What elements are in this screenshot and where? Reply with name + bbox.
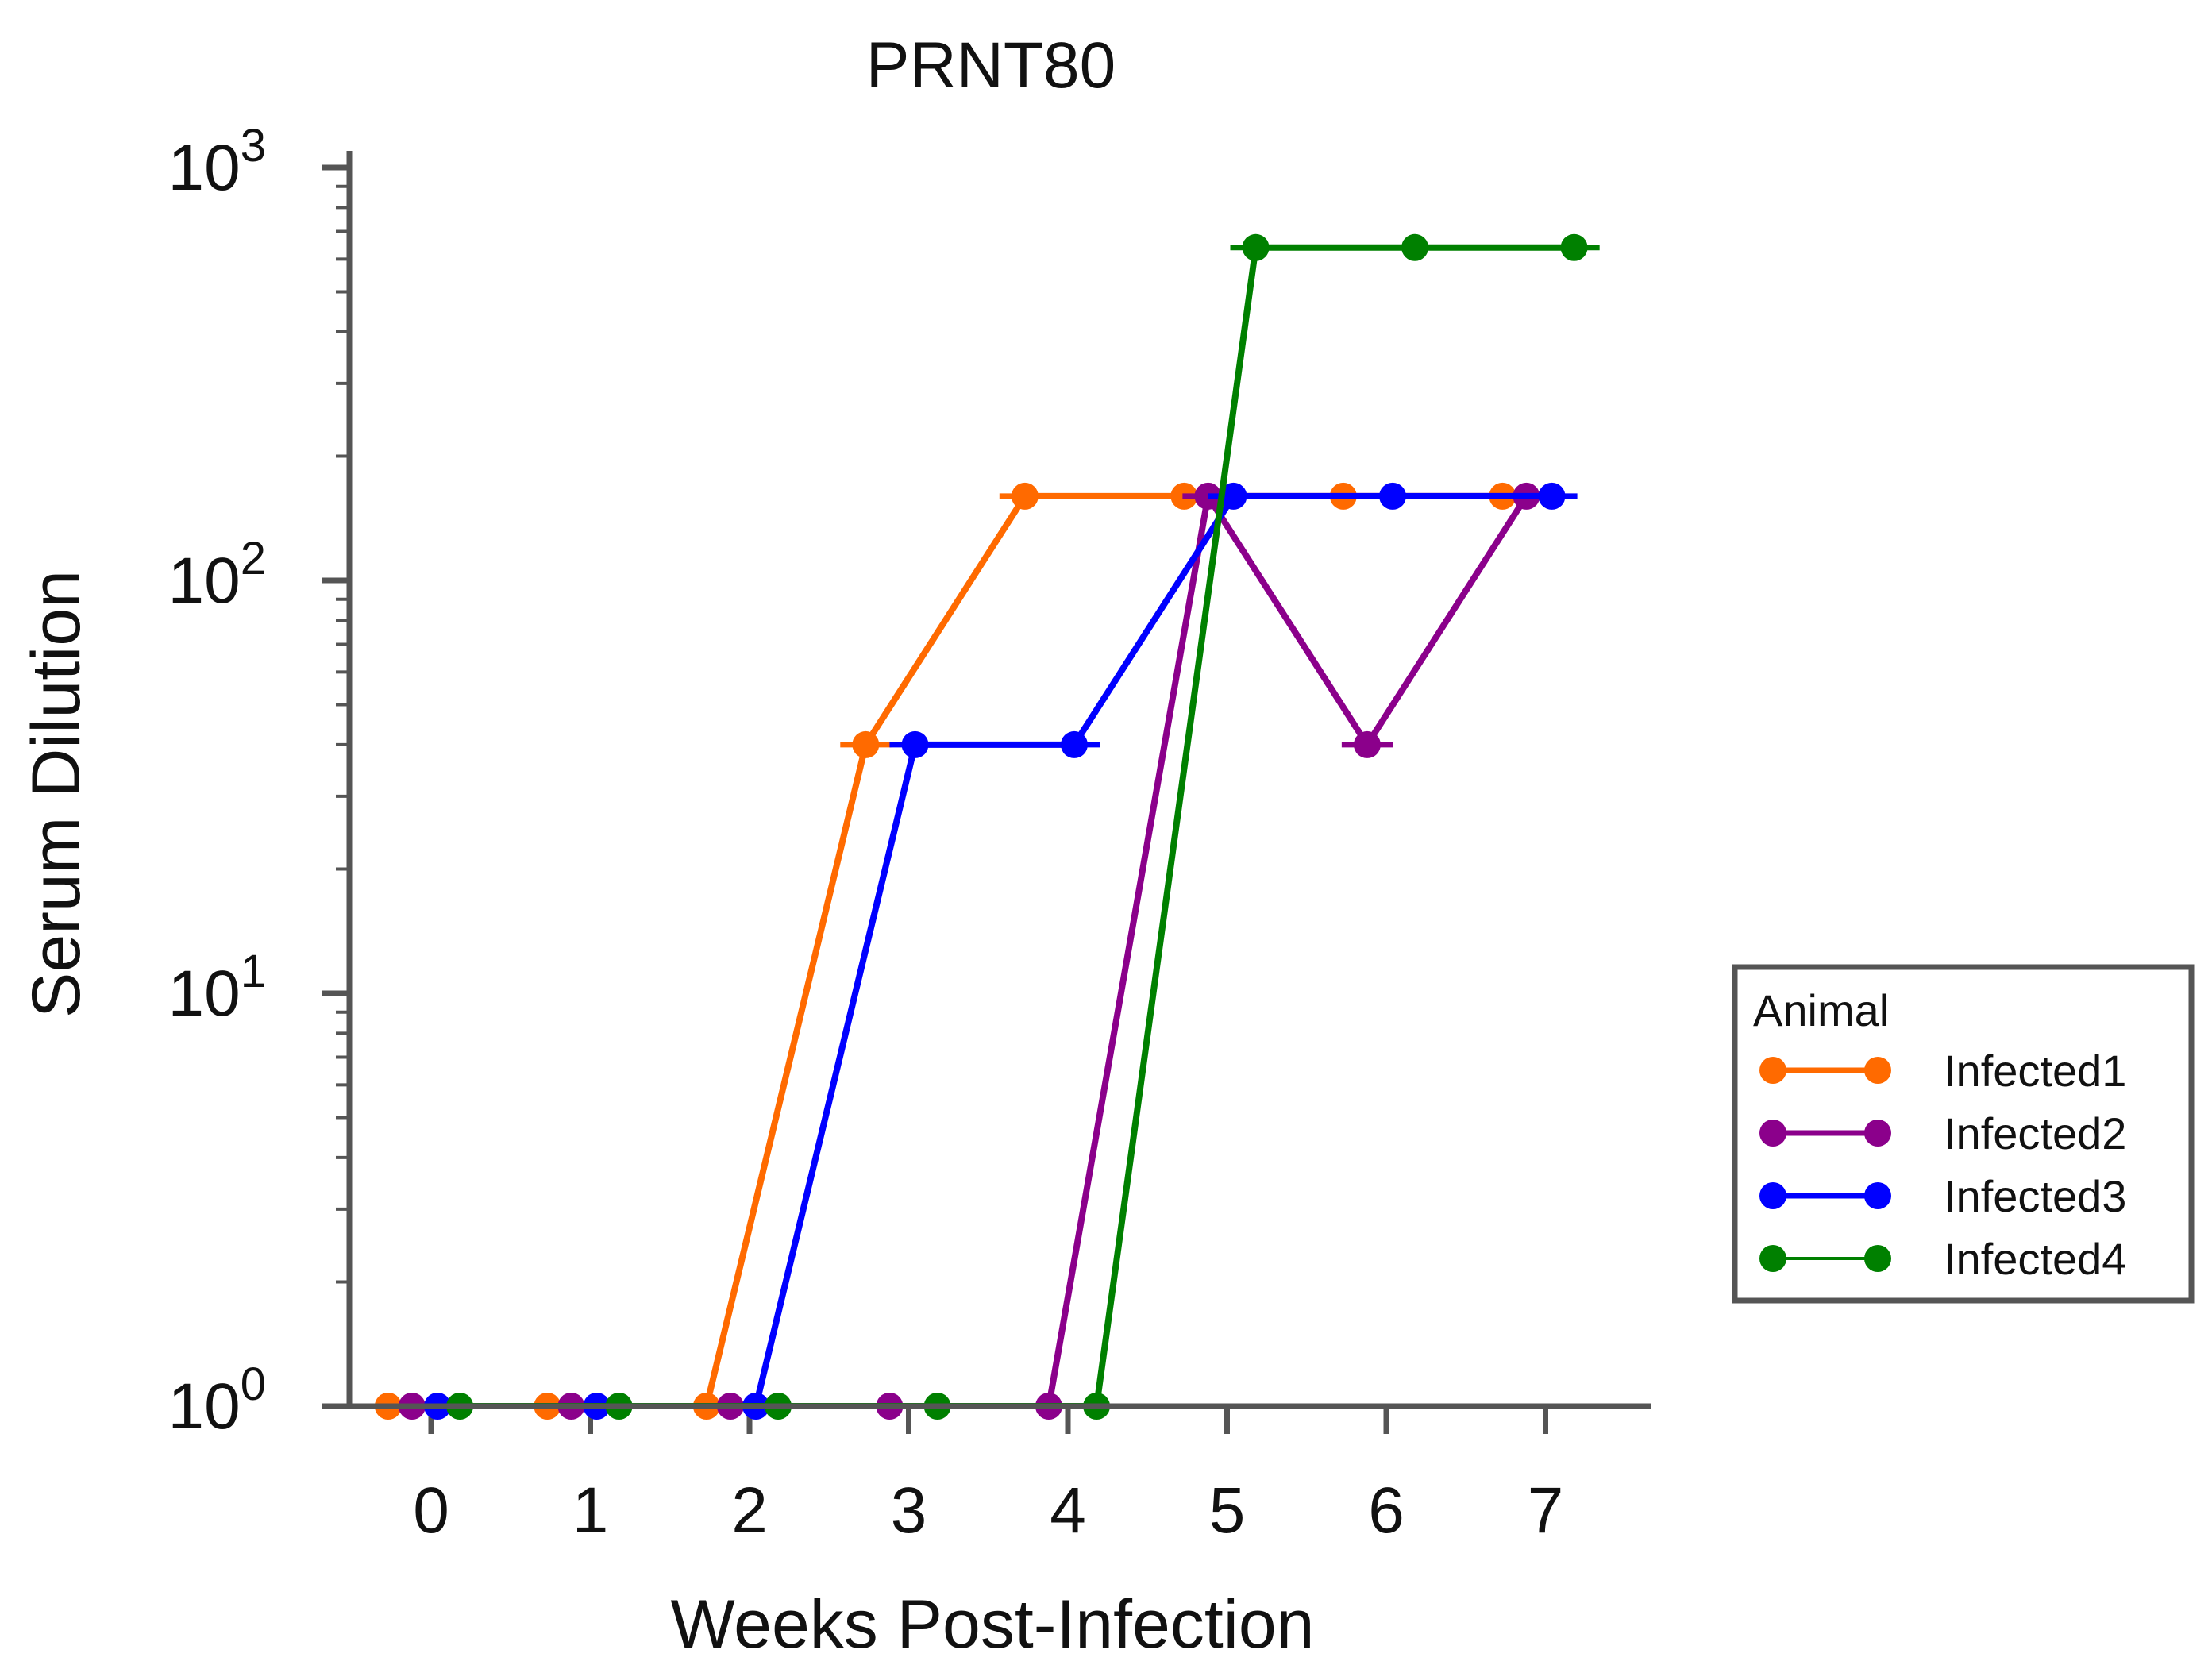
- data-point: [1061, 730, 1089, 758]
- series-layer: [374, 233, 1600, 1420]
- series-Infected1: [374, 482, 1528, 1420]
- y-tick-exponent: 3: [241, 120, 266, 172]
- data-point: [1220, 482, 1247, 510]
- y-tick-base: 10: [168, 132, 241, 204]
- legend-marker: [1864, 1120, 1891, 1147]
- y-tick-base: 10: [168, 1370, 241, 1443]
- y-tick-base: 10: [168, 545, 241, 617]
- legend-label: Infected1: [1944, 1046, 2126, 1096]
- series-line: [437, 492, 1552, 1409]
- y-tick-exponent: 0: [241, 1359, 266, 1410]
- series-line: [460, 244, 1574, 1409]
- x-tick-label: 7: [1528, 1474, 1564, 1547]
- series-Infected3: [424, 482, 1578, 1420]
- x-tick-label: 1: [572, 1474, 609, 1547]
- legend-entries: Infected1 Infected2 Infected3 Infected4: [1759, 1046, 2126, 1284]
- legend-label: Infected3: [1944, 1171, 2126, 1221]
- x-tick-label: 0: [413, 1474, 449, 1547]
- legend-entry-Infected3: Infected3: [1759, 1171, 2126, 1221]
- x-axis-label: Weeks Post-Infection: [671, 1586, 1315, 1663]
- data-point: [1379, 482, 1407, 510]
- data-point: [1401, 233, 1429, 261]
- legend-marker: [1759, 1057, 1786, 1084]
- legend-entry-Infected4: Infected4: [1759, 1234, 2126, 1284]
- data-point: [1538, 482, 1566, 510]
- data-point: [1560, 233, 1588, 261]
- data-point: [901, 730, 929, 758]
- legend-label: Infected2: [1944, 1108, 2126, 1158]
- y-axis-label: Serum Dilution: [18, 570, 94, 1018]
- x-ticks: 0 1 2 3 4 5 6 7: [413, 1406, 1563, 1547]
- series-line: [387, 492, 1503, 1409]
- x-tick-label: 5: [1209, 1474, 1246, 1547]
- y-tick-label: 101: [168, 946, 266, 1030]
- x-tick-label: 4: [1050, 1474, 1086, 1547]
- data-point: [1011, 482, 1039, 510]
- x-tick-label: 6: [1368, 1474, 1405, 1547]
- legend-marker: [1864, 1245, 1891, 1272]
- y-tick-exponent: 1: [241, 946, 266, 997]
- y-tick-label: 102: [168, 533, 266, 617]
- x-tick-label: 2: [731, 1474, 768, 1547]
- series-Infected2: [398, 482, 1552, 1420]
- legend-title: Animal: [1753, 985, 1889, 1035]
- legend: Animal Infected1Infected2Infected3Infect…: [1732, 964, 2195, 1304]
- x-tick-label: 3: [891, 1474, 927, 1547]
- legend-marker: [1864, 1057, 1891, 1084]
- y-tick-exponent: 2: [241, 533, 266, 584]
- chart-title: PRNT80: [866, 29, 1116, 102]
- legend-entry-Infected1: Infected1: [1759, 1046, 2126, 1096]
- y-tick-label: 103: [168, 120, 266, 204]
- data-point: [852, 730, 880, 758]
- legend-label: Infected4: [1944, 1234, 2126, 1284]
- legend-marker: [1759, 1182, 1786, 1209]
- legend-marker: [1864, 1182, 1891, 1209]
- data-point: [1242, 233, 1270, 261]
- legend-marker: [1759, 1245, 1786, 1272]
- data-point: [1353, 730, 1381, 758]
- legend-marker: [1759, 1120, 1786, 1147]
- legend-entry-Infected2: Infected2: [1759, 1108, 2126, 1158]
- series-line: [411, 492, 1529, 1409]
- y-tick-base: 10: [168, 958, 241, 1030]
- y-tick-label: 100: [168, 1359, 266, 1443]
- series-Infected4: [446, 233, 1600, 1420]
